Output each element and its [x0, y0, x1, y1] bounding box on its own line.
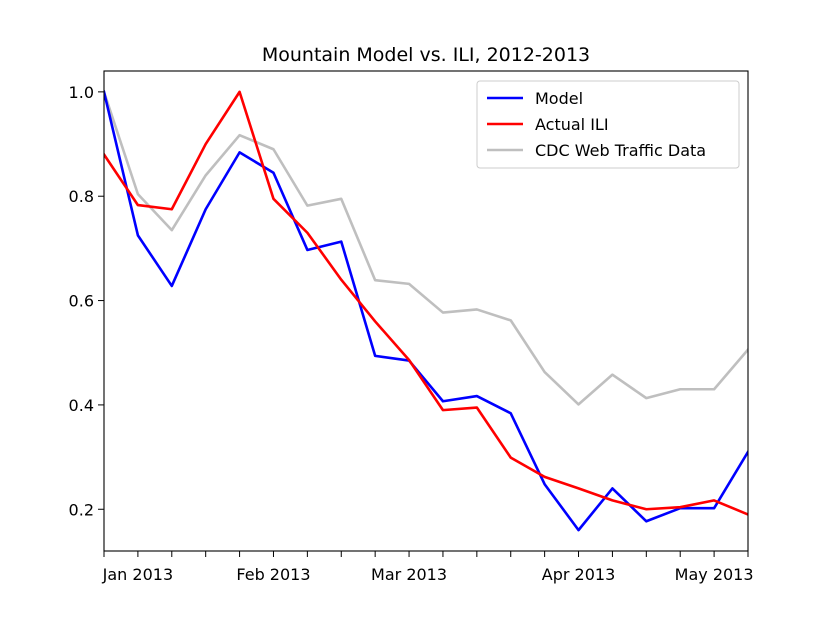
y-tick-label: 0.8 [69, 187, 94, 206]
x-tick-label: Feb 2013 [236, 565, 310, 584]
x-tick-label: May 2013 [675, 565, 754, 584]
legend-label-cdc-web-traffic-data: CDC Web Traffic Data [535, 141, 706, 160]
series-line-actual-ili [104, 90, 748, 516]
legend-label-actual-ili: Actual ILI [535, 115, 609, 134]
series-line-cdc-web-traffic-data [104, 90, 748, 406]
plot-area [104, 90, 748, 532]
series-line-model [104, 90, 748, 532]
y-tick-label: 0.4 [69, 396, 94, 415]
axes: 0.2 0.4 0.6 0.8 1.0 Jan 2013 Feb 2013 Mar 2013 A… [69, 70, 754, 584]
x-tick-label: Jan 2013 [102, 565, 173, 584]
x-tick-label: Mar 2013 [371, 565, 447, 584]
legend-label-model: Model [535, 89, 583, 108]
y-tick-label: 0.6 [69, 292, 94, 311]
chart-title: Mountain Model vs. ILI, 2012-2013 [262, 44, 590, 66]
legend: Model Actual ILI CDC Web Traffic Data [476, 80, 740, 169]
legend-box [476, 80, 740, 169]
x-tick-label: Apr 2013 [542, 565, 615, 584]
y-tick-label: 0.2 [69, 500, 94, 519]
axes-frame [103, 70, 749, 552]
y-tick-label: 1.0 [69, 83, 94, 102]
